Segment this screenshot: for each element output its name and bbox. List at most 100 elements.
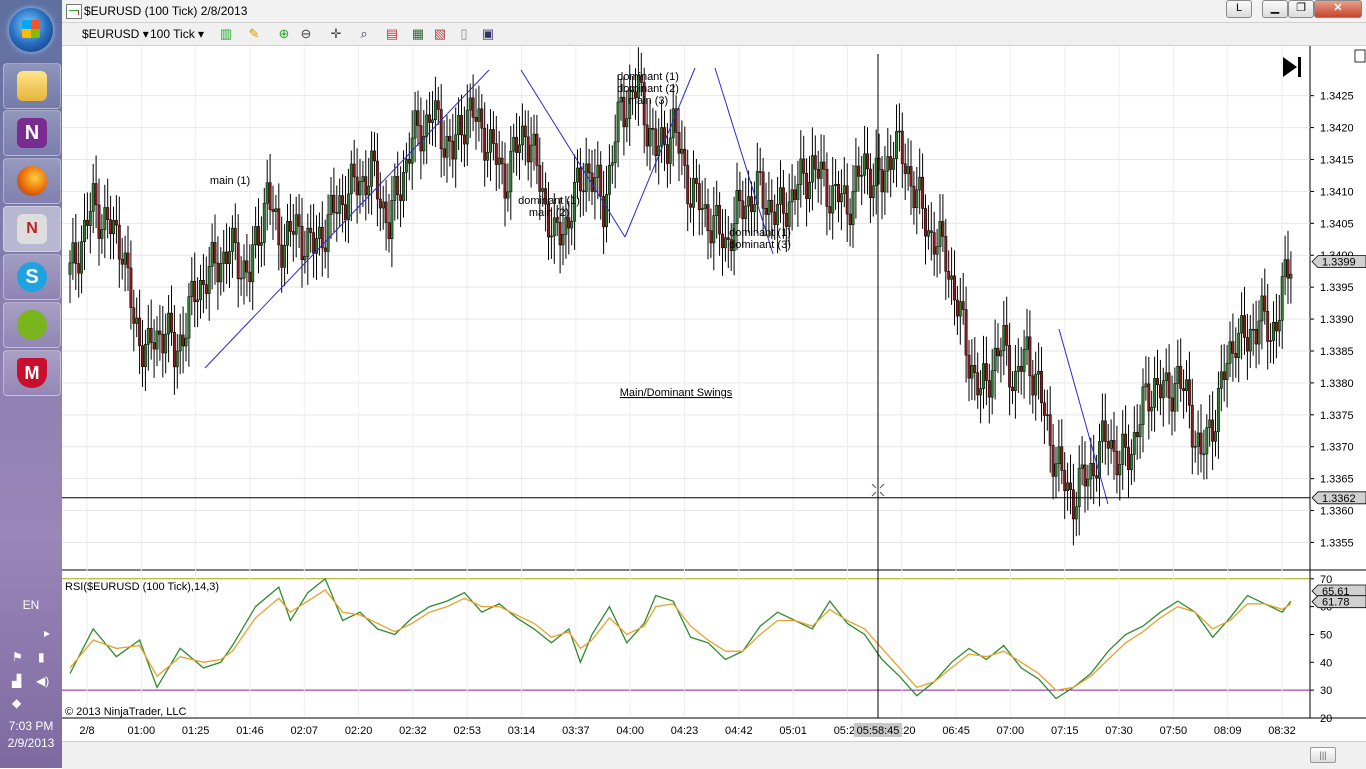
candle-body [564,217,568,235]
zoom-out-icon[interactable]: ⊖ [300,26,312,41]
properties-icon[interactable]: ▯ [460,26,468,41]
link-button[interactable]: L [1226,0,1252,18]
battery-icon[interactable]: ▮ [38,650,45,664]
action-center-icon[interactable]: ⚑ [12,650,23,664]
candle-body [114,220,118,226]
candle-body [143,344,147,367]
candle-body [1167,372,1171,399]
candle-body [680,148,684,154]
mcafee-taskbar-button[interactable]: M [3,350,61,396]
skip-to-end-arrow [1283,57,1297,77]
candle-body [1057,446,1061,465]
ninjatrader-taskbar-button[interactable]: N [3,206,61,252]
candle-body [628,89,632,119]
rsi-average-line [69,589,1292,691]
candle-body [88,211,92,226]
dropbox-icon[interactable]: ◆ [12,696,22,710]
clock[interactable]: 7:03 PM 2/9/2013 [0,718,62,752]
candle-body [616,101,620,143]
candle-body [245,260,249,273]
time-tick-label: 08:09 [1214,725,1242,737]
candle-body [170,312,173,333]
candle-body [219,263,223,283]
candle-body [448,136,452,142]
candle-body [895,131,898,159]
indicators-icon[interactable]: ▦ [411,26,425,41]
candle-body [1112,440,1116,452]
chart-area[interactable]: 1.34251.34201.34151.34101.34051.34001.33… [62,46,1366,741]
candle-body [674,108,678,133]
candle-body [262,202,266,243]
data-box-icon[interactable]: ▣ [481,26,495,41]
candle-body [839,193,843,203]
candle-body [442,148,446,158]
candle-body [271,209,275,212]
price-tick-label: 1.3425 [1320,91,1354,103]
candle-body [677,132,681,154]
candle-body [750,196,753,213]
candle-body [320,226,324,249]
time-tick-label: 04:23 [671,725,699,737]
start-button[interactable] [9,8,53,52]
price-current-marker-box [1311,255,1366,269]
candle-body [367,185,371,196]
order-icon[interactable]: ▤ [385,26,399,41]
network-icon[interactable]: ▟ [12,674,22,688]
magnify-icon[interactable]: ⌕ [360,26,368,41]
candle-body [892,158,896,170]
skype-taskbar-button[interactable]: S [3,254,61,300]
explorer-taskbar-button[interactable] [3,63,61,109]
candle-body [1240,315,1244,334]
candle-body [729,239,733,251]
swing-line [624,67,696,238]
candle-body [857,165,861,177]
candle-body [1185,379,1188,391]
candle-body [1190,404,1194,448]
close-button[interactable]: ✕ [1314,0,1362,18]
candle-body [886,156,890,172]
candle-body [732,223,736,251]
candle-body [100,229,104,239]
instrument-selector[interactable]: $EURUSD ▾ [82,27,149,41]
candle-body [1095,475,1099,479]
candle-body [634,91,637,99]
language-indicator[interactable]: EN [22,598,40,612]
candle-body [883,170,887,193]
swing-annotation-text: main (3) [628,95,668,107]
show-hidden-icons-button[interactable]: ▸ [44,626,51,640]
volume-icon[interactable]: ◀) [36,674,50,688]
scroll-thumb[interactable]: ||| [1310,747,1336,763]
drawing-tool-icon[interactable]: ✎ [248,26,260,41]
zoom-in-icon[interactable]: ⊕ [278,26,290,41]
candle-body [570,220,574,229]
candle-body [210,242,214,267]
candle-body [306,227,310,257]
firefox-taskbar-button[interactable] [3,158,61,204]
candle-body [329,194,333,215]
candle-body [167,312,171,335]
candle-body [1214,431,1217,442]
interval-selector[interactable]: 100 Tick ▾ [150,27,205,41]
chart-style-icon[interactable]: ▥ [219,26,233,41]
horizontal-scrollbar[interactable]: ||| [62,741,1366,769]
skip-to-end-icon[interactable] [1283,57,1301,77]
price-tick-label: 1.3370 [1320,442,1354,454]
swing-annotation-text: dominant (1) [729,227,791,239]
candle-body [491,129,495,144]
spotify-taskbar-button[interactable] [3,302,61,348]
chart-app-icon[interactable] [66,4,82,19]
price-tick-label: 1.3390 [1320,314,1354,326]
onenote-taskbar-button[interactable]: N [3,110,61,156]
crosshair-time-label: 05:58:45 [857,725,900,737]
candle-body [1248,328,1252,352]
crosshair-icon[interactable]: ✛ [330,26,342,41]
candle-body [257,226,260,246]
minimize-button[interactable]: ▁ [1262,0,1288,18]
maximize-button[interactable]: ❐ [1288,0,1314,18]
time-tick-label: 02:32 [399,725,427,737]
candle-body [280,244,284,268]
candle-body [1037,371,1041,375]
strategies-icon[interactable]: ▧ [433,26,447,41]
candle-body [518,144,521,153]
candle-body [1060,446,1064,471]
